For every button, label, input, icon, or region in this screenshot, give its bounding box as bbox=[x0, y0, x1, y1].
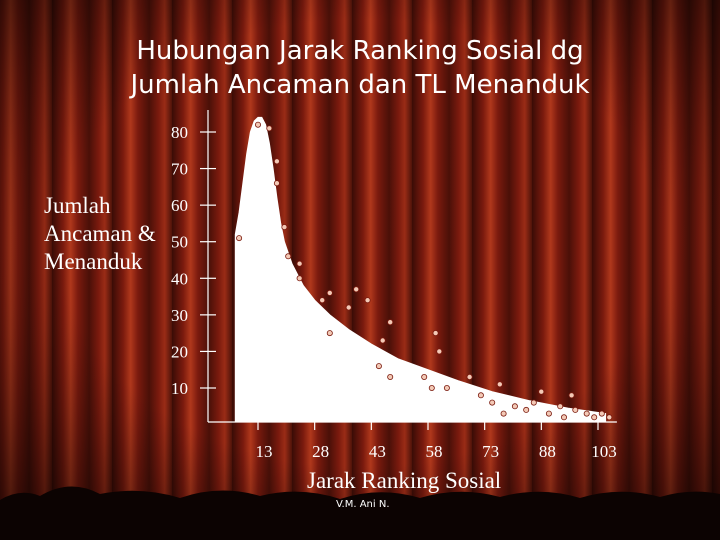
data-point bbox=[489, 399, 496, 406]
data-point bbox=[496, 381, 503, 388]
x-tick-label: 58 bbox=[426, 442, 443, 461]
data-point bbox=[236, 235, 243, 242]
data-point bbox=[273, 180, 280, 187]
data-point bbox=[561, 414, 568, 421]
y-tick-label: 60 bbox=[171, 196, 188, 215]
data-point bbox=[500, 410, 507, 417]
title-line-2: Jumlah Ancaman dan TL Menanduk bbox=[130, 70, 590, 100]
y-tick-label: 30 bbox=[171, 306, 188, 325]
y-tick-label: 10 bbox=[171, 379, 188, 398]
data-point bbox=[591, 414, 598, 421]
x-tick-label: 103 bbox=[591, 442, 617, 461]
y-axis-label: Jumlah Ancaman & Menanduk bbox=[44, 192, 156, 276]
data-point bbox=[443, 384, 450, 391]
x-tick-label: 13 bbox=[256, 442, 273, 461]
x-tick-label: 43 bbox=[369, 442, 386, 461]
y-axis-label-line-3: Menanduk bbox=[44, 249, 143, 274]
x-tick-label: 88 bbox=[539, 442, 556, 461]
data-point bbox=[557, 403, 564, 410]
data-point bbox=[375, 363, 382, 370]
x-axis-label: Jarak Ranking Sosial bbox=[307, 468, 502, 493]
data-point bbox=[281, 224, 288, 231]
data-point bbox=[296, 275, 303, 282]
data-point bbox=[583, 410, 590, 417]
x-tick-label: 73 bbox=[482, 442, 499, 461]
data-point bbox=[428, 384, 435, 391]
curtain-fringe bbox=[0, 486, 720, 540]
data-point bbox=[538, 388, 545, 395]
data-point bbox=[345, 304, 352, 311]
data-point bbox=[606, 414, 613, 421]
y-tick-label: 50 bbox=[171, 233, 188, 252]
data-point bbox=[285, 253, 292, 260]
x-tick-label: 28 bbox=[312, 442, 329, 461]
data-point bbox=[523, 406, 530, 413]
title-line-1: Hubungan Jarak Ranking Sosial dg bbox=[136, 36, 584, 66]
data-point bbox=[572, 406, 579, 413]
data-point bbox=[436, 348, 443, 355]
data-point bbox=[364, 297, 371, 304]
y-axis-label-line-2: Ancaman & bbox=[44, 221, 156, 246]
data-point bbox=[387, 319, 394, 326]
data-point bbox=[266, 125, 273, 132]
data-point bbox=[326, 330, 333, 337]
data-point bbox=[254, 121, 261, 128]
data-point bbox=[353, 286, 360, 293]
data-point bbox=[598, 410, 605, 417]
fit-curve-area bbox=[234, 116, 607, 423]
data-point bbox=[379, 337, 386, 344]
data-point bbox=[545, 410, 552, 417]
slide-title: Hubungan Jarak Ranking Sosial dg Jumlah … bbox=[60, 34, 660, 102]
y-tick-label: 80 bbox=[171, 123, 188, 142]
data-point bbox=[568, 392, 575, 399]
y-axis-label-line-1: Jumlah bbox=[44, 193, 111, 218]
data-point bbox=[477, 392, 484, 399]
data-point bbox=[273, 158, 280, 165]
data-point bbox=[511, 403, 518, 410]
data-point bbox=[319, 297, 326, 304]
data-point bbox=[326, 289, 333, 296]
author-credit: V.M. Ani N. bbox=[336, 499, 390, 510]
y-tick-label: 40 bbox=[171, 269, 188, 288]
data-point bbox=[421, 373, 428, 380]
data-point bbox=[432, 330, 439, 337]
data-point bbox=[296, 260, 303, 267]
y-tick-label: 20 bbox=[171, 342, 188, 361]
data-point bbox=[387, 373, 394, 380]
data-point bbox=[466, 373, 473, 380]
data-point bbox=[530, 399, 537, 406]
y-tick-label: 70 bbox=[171, 160, 188, 179]
